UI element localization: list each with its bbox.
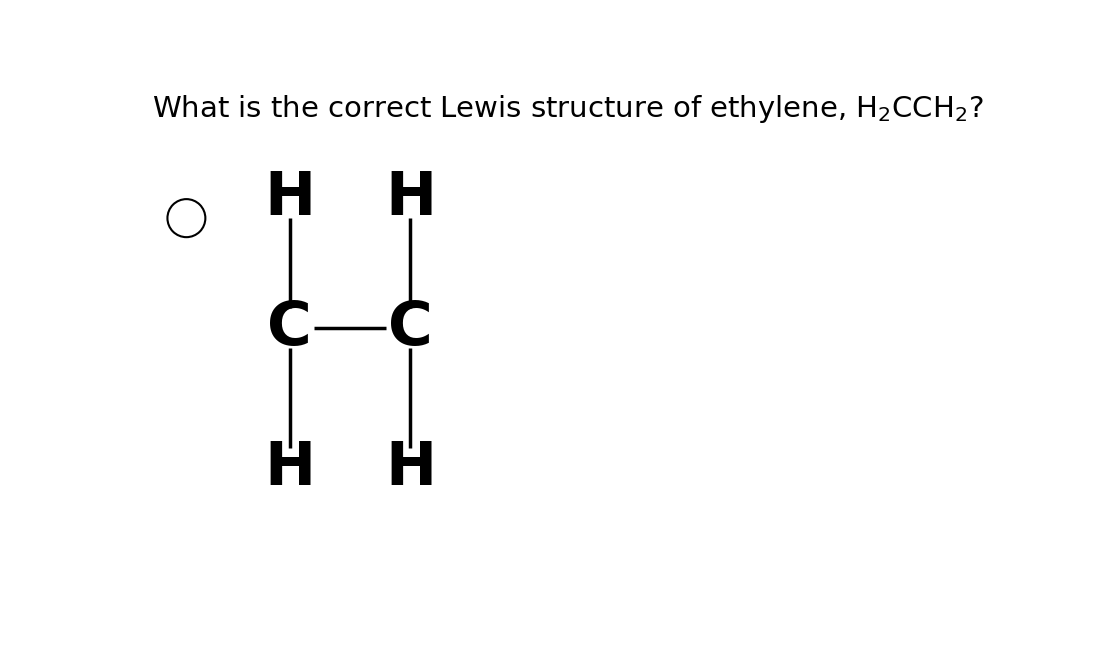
- Text: H: H: [265, 439, 316, 498]
- Text: H: H: [265, 168, 316, 227]
- Text: C: C: [268, 299, 312, 358]
- Text: C: C: [388, 299, 433, 358]
- Text: H: H: [385, 168, 436, 227]
- Text: What is the correct Lewis structure of ethylene, $\mathrm{H_2CCH_2}$?: What is the correct Lewis structure of e…: [152, 93, 984, 125]
- Text: H: H: [385, 439, 436, 498]
